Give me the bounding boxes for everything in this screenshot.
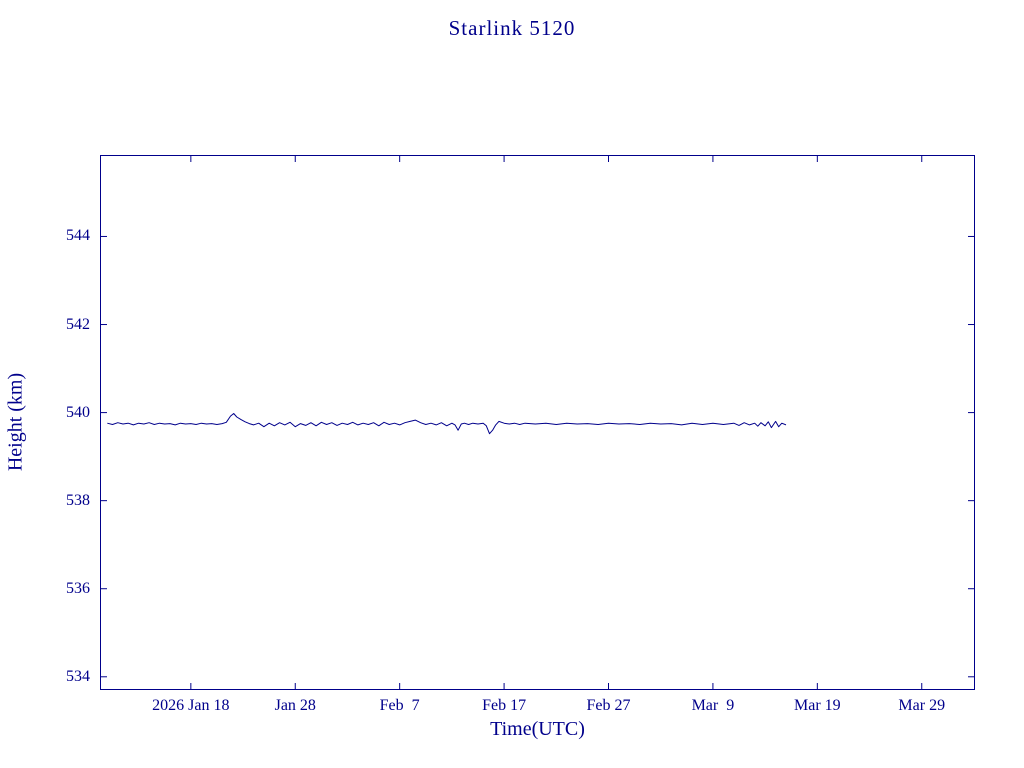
x-tick-label: 2026 Jan 18: [152, 697, 230, 714]
y-tick-label: 544: [66, 227, 90, 245]
y-tick-label: 536: [66, 579, 90, 597]
y-tick-label: 542: [66, 315, 90, 333]
x-tick-label: Feb 17: [482, 697, 527, 714]
y-tick-label: 540: [66, 403, 90, 421]
chart-title: Starlink 5120: [448, 16, 576, 40]
y-tick-label: 534: [66, 667, 90, 685]
x-axis-label: Time(UTC): [490, 718, 585, 740]
y-tick-label: 538: [66, 491, 90, 509]
x-tick-label: Feb 7: [379, 697, 420, 714]
x-tick-label: Mar 29: [898, 697, 946, 714]
x-tick-label: Jan 28: [274, 697, 316, 714]
x-tick-label: Feb 27: [586, 697, 631, 714]
x-tick-label: Mar 9: [691, 697, 735, 714]
x-tick-label: Mar 19: [794, 697, 841, 714]
plot-border: [100, 155, 975, 690]
height-data-line: [107, 413, 787, 435]
